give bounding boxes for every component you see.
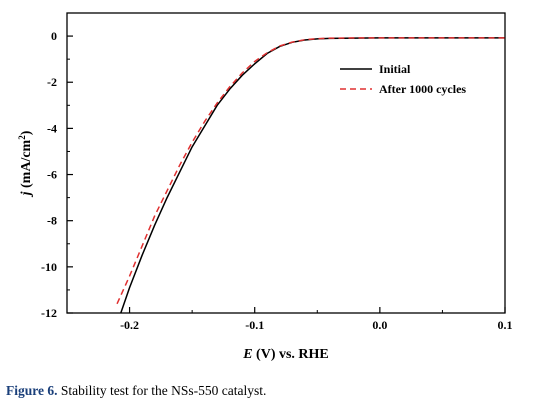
x-tick-label: 0.0 [372, 318, 387, 332]
y-tick-label: -10 [41, 260, 57, 274]
y-tick-label: -8 [47, 214, 57, 228]
axis-tick-labels: -0.2 -0.1 0.0 0.1 0 -2 -4 -6 -8 -10 -12 [41, 29, 513, 332]
y-axis-unit: (mA/cm [19, 139, 34, 191]
legend: Initial After 1000 cycles [340, 62, 466, 96]
x-axis-title: E (V) vs. RHE [242, 347, 329, 362]
figure-caption: Figure 6. Stability test for the NSs-550… [6, 383, 266, 399]
y-tick-label: -4 [47, 121, 57, 135]
y-axis-symbol: j [19, 191, 34, 197]
x-tick-label: -0.2 [120, 318, 139, 332]
y-axis-unit-sup: 2 [17, 135, 27, 140]
series-initial-line [120, 37, 505, 313]
y-axis-unit-close: ) [19, 130, 34, 135]
figure-caption-text: Stability test for the NSs-550 catalyst. [57, 383, 267, 398]
y-axis-title: j (mA/cm2) [17, 130, 34, 197]
figure-caption-label: Figure 6. [6, 383, 58, 398]
series-after-cycles-line [116, 37, 505, 305]
x-axis-symbol: E [242, 347, 252, 362]
legend-label-after-cycles: After 1000 cycles [379, 82, 466, 96]
plot-frame [66, 12, 506, 314]
x-tick-label: 0.1 [498, 318, 513, 332]
y-tick-label: -6 [47, 168, 57, 182]
series-layer [116, 37, 505, 313]
y-tick-label: -12 [41, 306, 57, 320]
y-tick-label: 0 [51, 29, 57, 43]
x-axis-rest: (V) vs. RHE [253, 347, 329, 362]
legend-label-initial: Initial [379, 62, 411, 76]
stability-test-chart: -0.2 -0.1 0.0 0.1 0 -2 -4 -6 -8 -10 -12 j (mA/cm2)… [17, 12, 513, 362]
axis-ticks [67, 35, 506, 314]
x-tick-label: -0.1 [245, 318, 264, 332]
y-tick-label: -2 [47, 75, 57, 89]
